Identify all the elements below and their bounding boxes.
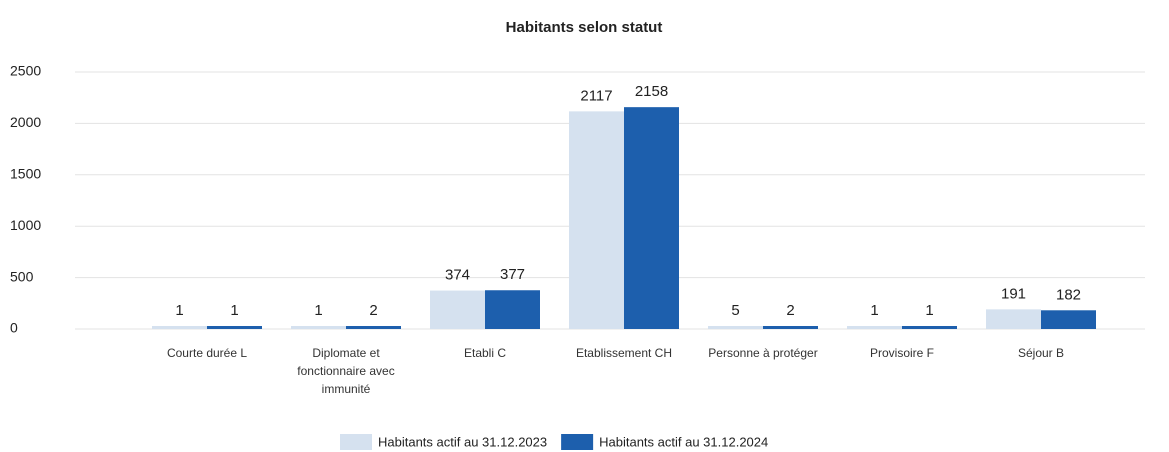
y-tick-label: 500 [10, 268, 34, 284]
bar [207, 326, 262, 329]
data-label: 2 [369, 302, 377, 319]
legend-label: Habitants actif au 31.12.2023 [378, 434, 547, 449]
bar [847, 326, 902, 329]
x-tick-label: Provisoire F [869, 346, 934, 360]
data-label: 1 [870, 302, 878, 319]
bar [346, 326, 401, 329]
chart-title: Habitants selon statut [506, 19, 663, 36]
data-label: 2158 [635, 83, 668, 100]
y-tick-label: 1500 [10, 166, 41, 182]
bar [569, 111, 624, 329]
x-tick-label: Courte durée L [166, 346, 248, 360]
bar [1041, 310, 1096, 329]
bar [763, 326, 818, 329]
bar [430, 290, 485, 329]
bar [708, 326, 763, 329]
y-tick-label: 1000 [10, 217, 41, 233]
data-label: 182 [1056, 286, 1081, 303]
x-tick-label: Séjour B [1017, 346, 1065, 360]
y-tick-label: 2500 [10, 63, 41, 79]
data-label: 374 [445, 267, 470, 284]
legend-swatch [561, 434, 594, 450]
bar [986, 309, 1041, 329]
x-tick-label: Personne à protéger [708, 346, 818, 360]
data-label: 5 [731, 302, 739, 319]
data-label: 377 [500, 266, 525, 283]
bar [902, 326, 957, 329]
bar [485, 290, 540, 329]
data-label: 2 [786, 302, 794, 319]
y-tick-label: 0 [10, 320, 18, 336]
bar [152, 326, 207, 329]
data-label: 191 [1001, 285, 1026, 302]
x-tick-label: Etablissement CH [575, 346, 673, 360]
y-tick-label: 2000 [10, 114, 41, 130]
data-label: 1 [175, 302, 183, 319]
x-tick-label: Etabli C [463, 346, 507, 360]
data-label: 1 [314, 302, 322, 319]
legend-swatch [340, 434, 372, 450]
x-tick-label: Diplomate et fonctionnaire avec immunité [297, 346, 395, 396]
legend-label: Habitants actif au 31.12.2024 [599, 434, 768, 449]
data-label: 2117 [580, 87, 612, 104]
bar [291, 326, 346, 329]
data-label: 1 [230, 302, 238, 319]
bar [624, 107, 679, 330]
data-label: 1 [925, 302, 933, 319]
